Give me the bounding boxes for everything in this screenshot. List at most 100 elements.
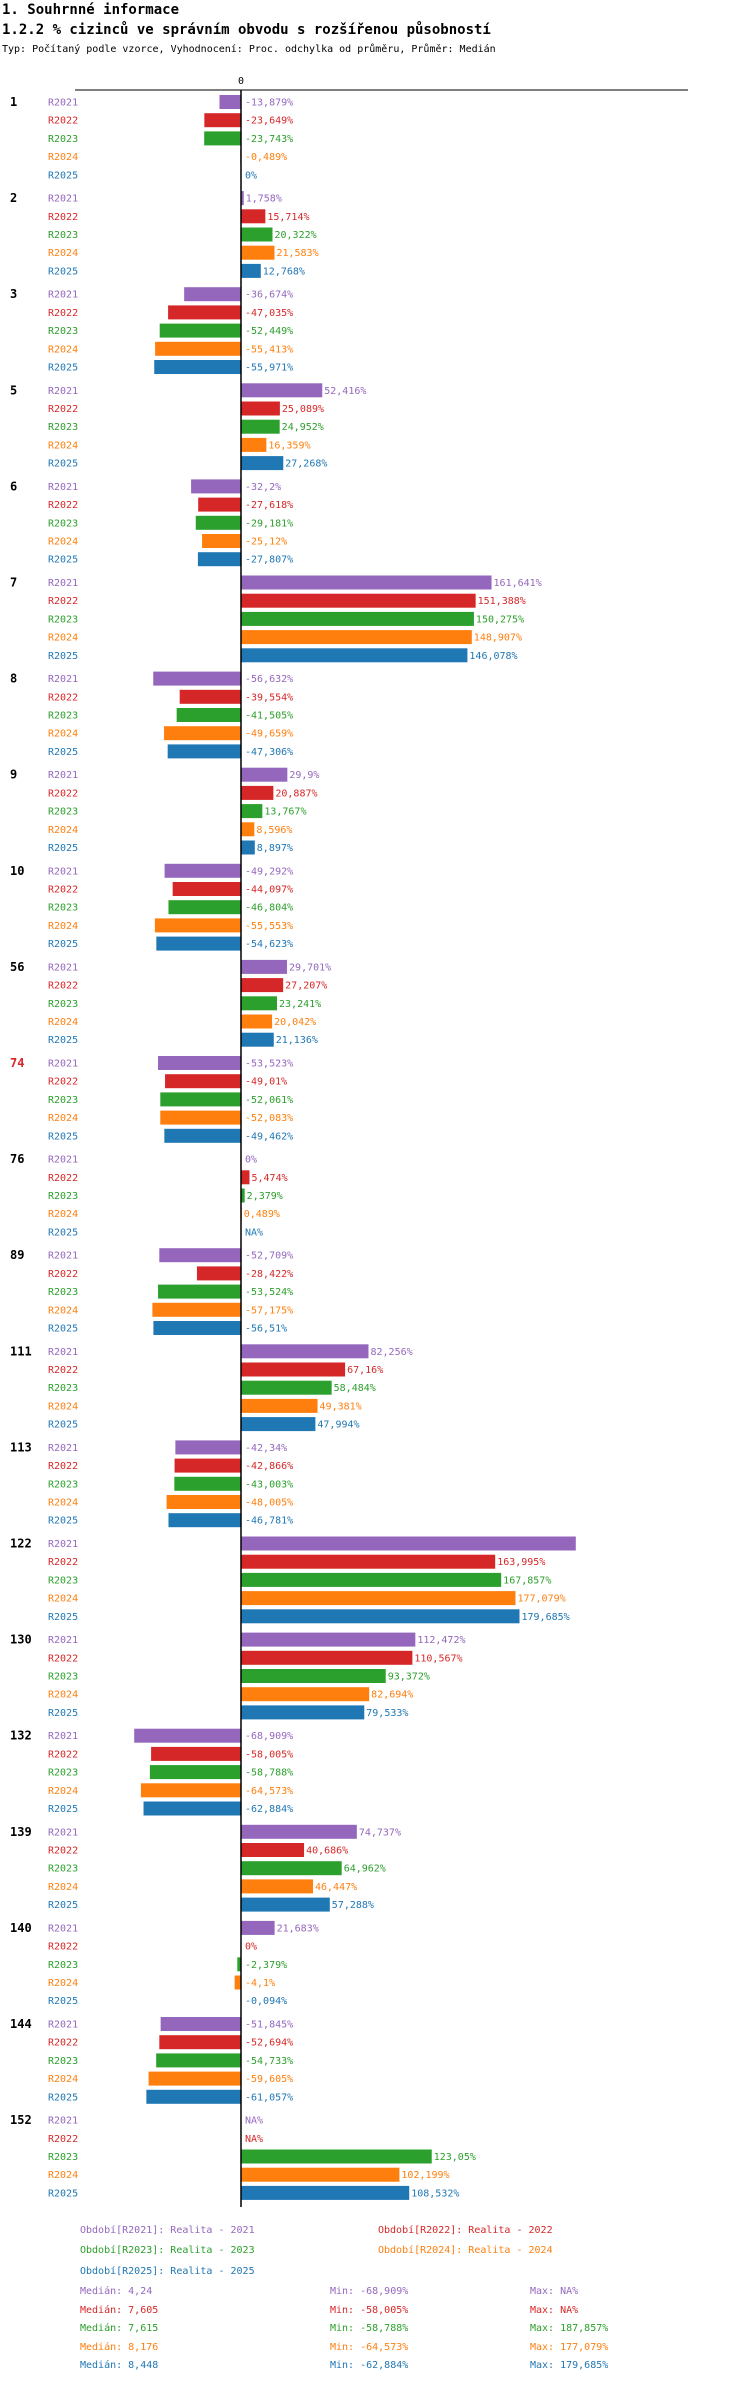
bar-113-R2021 (175, 1440, 241, 1455)
series-label-132-R2022: R2022 (48, 1749, 78, 1760)
bar-132-R2024 (140, 1783, 241, 1798)
axis-zero-label: 0 (238, 76, 244, 87)
value-label-144-R2023: -54,733% (245, 2056, 293, 2067)
bar-8-R2022 (179, 689, 241, 704)
series-label-144-R2021: R2021 (48, 2020, 78, 2031)
bar-144-R2021 (160, 2017, 241, 2031)
series-label-7-R2025: R2025 (48, 651, 78, 662)
group-label-140: 140 (10, 1921, 32, 1935)
bar-3-R2021 (184, 287, 241, 302)
value-label-152-R2022: NA% (245, 2134, 263, 2145)
series-label-122-R2022: R2022 (48, 1557, 78, 1568)
group-label-6: 6 (10, 479, 17, 493)
series-label-122-R2021: R2021 (48, 1539, 78, 1550)
value-label-113-R2022: -42,866% (245, 1461, 293, 1472)
group-label-111: 111 (10, 1344, 32, 1358)
value-label-111-R2022: 67,16% (347, 1365, 383, 1376)
series-label-113-R2025: R2025 (48, 1516, 78, 1527)
bar-74-R2021 (158, 1056, 241, 1070)
bar-2-R2021 (241, 191, 244, 206)
bar-89-R2022 (196, 1266, 241, 1281)
series-label-111-R2022: R2022 (48, 1365, 78, 1376)
value-label-76-R2021: 0% (245, 1155, 257, 1166)
group-label-1: 1 (10, 95, 17, 109)
value-label-56-R2023: 23,241% (279, 999, 321, 1010)
bar-5-R2022 (241, 401, 280, 416)
series-label-56-R2024: R2024 (48, 1017, 78, 1028)
bar-111-R2022 (241, 1362, 346, 1377)
bar-132-R2021 (134, 1728, 241, 1743)
bar-140-R2023 (237, 1957, 241, 1972)
series-label-132-R2021: R2021 (48, 1731, 78, 1742)
series-label-56-R2021: R2021 (48, 962, 78, 973)
series-label-9-R2023: R2023 (48, 807, 78, 818)
bar-9-R2022 (241, 785, 274, 800)
bar-5-R2021 (241, 383, 323, 398)
value-label-1-R2021: -13,879% (245, 98, 293, 109)
bar-139-R2022 (241, 1843, 305, 1857)
group-label-10: 10 (10, 864, 24, 878)
value-label-89-R2023: -53,524% (245, 1287, 293, 1298)
value-label-6-R2022: -27,618% (245, 500, 293, 511)
series-label-2-R2024: R2024 (48, 248, 78, 259)
bar-89-R2025 (153, 1321, 241, 1335)
value-label-9-R2025: 8,897% (257, 843, 293, 854)
bar-6-R2025 (197, 552, 241, 567)
value-label-7-R2024: 148,907% (474, 633, 522, 644)
series-label-7-R2022: R2022 (48, 596, 78, 607)
series-label-1-R2024: R2024 (48, 152, 78, 163)
value-label-6-R2024: -25,12% (245, 537, 287, 548)
value-label-152-R2024: 102,199% (401, 2170, 449, 2181)
bar-3-R2025 (154, 360, 241, 374)
bar-152-R2025 (241, 2185, 410, 2200)
value-label-140-R2024: -4,1% (245, 1978, 275, 1989)
series-label-140-R2021: R2021 (48, 1923, 78, 1934)
series-label-7-R2021: R2021 (48, 578, 78, 589)
series-label-1-R2025: R2025 (48, 170, 78, 181)
series-label-9-R2024: R2024 (48, 825, 78, 836)
series-label-76-R2021: R2021 (48, 1155, 78, 1166)
series-label-152-R2024: R2024 (48, 2170, 78, 2181)
bar-5-R2024 (241, 437, 267, 452)
value-label-132-R2024: -64,573% (245, 1786, 293, 1797)
value-label-122-R2023: 167,857% (503, 1575, 551, 1586)
bar-113-R2025 (168, 1513, 241, 1528)
bar-144-R2024 (148, 2071, 241, 2086)
bar-76-R2023 (241, 1188, 245, 1203)
bar-3-R2024 (155, 341, 241, 356)
bar-56-R2022 (241, 978, 284, 993)
bar-89-R2023 (158, 1284, 241, 1299)
value-label-3-R2024: -55,413% (245, 344, 293, 355)
series-label-130-R2021: R2021 (48, 1635, 78, 1646)
bar-76-R2022 (241, 1170, 250, 1185)
series-label-5-R2021: R2021 (48, 386, 78, 397)
bar-130-R2025 (241, 1705, 365, 1720)
bar-152-R2023 (241, 2149, 432, 2164)
group-label-7: 7 (10, 576, 17, 590)
value-label-113-R2025: -46,781% (245, 1516, 293, 1527)
series-label-9-R2021: R2021 (48, 770, 78, 781)
bar-74-R2023 (160, 1092, 241, 1107)
value-label-8-R2023: -41,505% (245, 711, 293, 722)
series-label-152-R2025: R2025 (48, 2188, 78, 2199)
bar-9-R2021 (241, 767, 288, 782)
bar-2-R2022 (241, 209, 266, 224)
group-label-152: 152 (10, 2113, 32, 2127)
value-label-9-R2021: 29,9% (289, 770, 319, 781)
bar-132-R2023 (149, 1765, 241, 1780)
value-label-74-R2025: -49,462% (245, 1131, 293, 1142)
series-label-3-R2021: R2021 (48, 290, 78, 301)
value-label-122-R2025: 179,685% (522, 1612, 570, 1623)
group-label-3: 3 (10, 287, 17, 301)
value-label-76-R2023: 2,379% (247, 1191, 283, 1202)
value-label-6-R2023: -29,181% (245, 518, 293, 529)
series-label-3-R2023: R2023 (48, 326, 78, 337)
series-label-10-R2023: R2023 (48, 903, 78, 914)
series-label-74-R2025: R2025 (48, 1131, 78, 1142)
bar-144-R2025 (146, 2089, 241, 2104)
series-label-111-R2025: R2025 (48, 1420, 78, 1431)
bar-5-R2023 (241, 419, 280, 434)
series-label-2-R2025: R2025 (48, 266, 78, 277)
value-label-8-R2022: -39,554% (245, 692, 293, 703)
